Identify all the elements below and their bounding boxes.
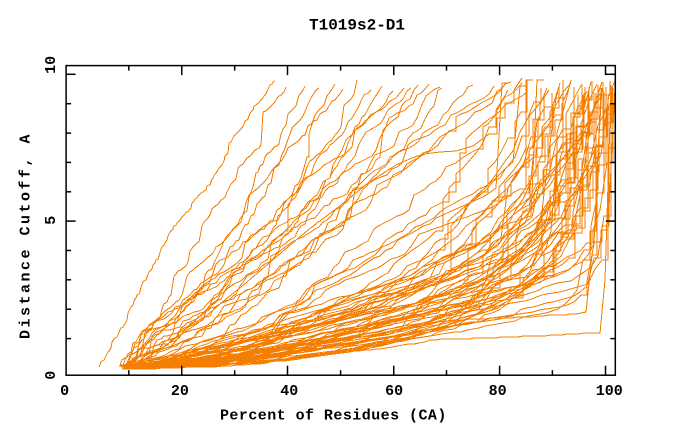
svg-text:0: 0	[43, 371, 60, 380]
svg-text:20: 20	[171, 383, 189, 400]
svg-text:80: 80	[489, 383, 507, 400]
svg-text:Distance Cutoff, A: Distance Cutoff, A	[18, 132, 35, 339]
svg-text:100: 100	[596, 383, 623, 400]
svg-text:40: 40	[280, 383, 298, 400]
svg-text:T1019s2-D1: T1019s2-D1	[309, 16, 405, 34]
svg-text:10: 10	[43, 56, 60, 74]
svg-text:60: 60	[385, 383, 403, 400]
svg-text:0: 0	[60, 383, 69, 400]
svg-text:5: 5	[43, 216, 60, 225]
svg-text:Percent of Residues (CA): Percent of Residues (CA)	[220, 407, 447, 424]
